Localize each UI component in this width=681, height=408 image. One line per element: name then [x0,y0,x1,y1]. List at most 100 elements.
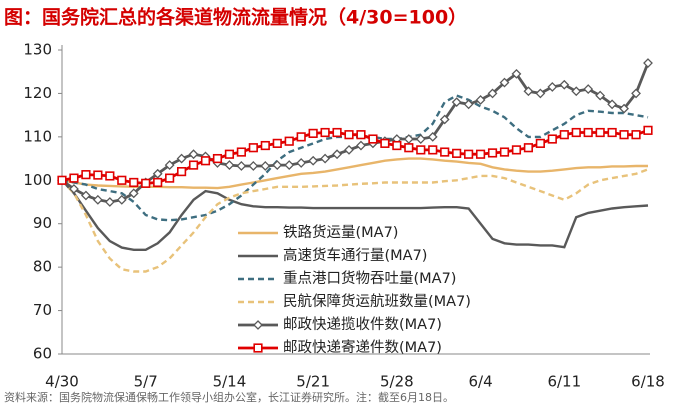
source-note: 资料来源：国务院物流保通保畅工作领导小组办公室，长江证券研究所。注：截至6月18… [4,390,454,404]
marker [463,99,474,110]
chart-title: 图：国务院汇总的各渠道物流流量情况（4/30=100） [4,6,467,29]
marker [523,143,534,153]
marker [452,148,462,158]
marker [272,138,282,148]
marker [284,136,294,146]
marker [320,153,331,164]
marker [93,170,103,180]
marker [535,138,545,148]
x-tick-label: 6/4 [469,373,493,391]
marker [176,167,187,177]
marker [571,86,582,97]
marker [428,145,438,155]
marker [332,149,342,160]
marker [583,84,594,95]
marker [403,134,414,144]
marker [284,160,295,171]
x-tick-label: 5/21 [296,373,330,391]
marker [104,197,115,207]
marker [296,157,307,168]
marker [356,140,366,151]
marker [332,127,342,138]
x-tick-label: 5/7 [134,373,158,391]
marker [559,79,570,90]
legend-label: 邮政快递寄递件数(MA7) [283,338,442,356]
marker [200,156,211,166]
marker [296,132,306,142]
marker [380,138,390,148]
marker [308,155,319,166]
series-line [61,179,649,251]
marker [81,170,91,180]
marker [164,160,175,171]
marker [236,147,246,157]
marker [559,130,569,140]
marker [356,130,366,140]
y-tick-label: 130 [23,41,52,59]
marker [368,134,378,144]
marker [595,90,606,101]
legend-label: 重点港口货物吞吐量(MA7) [283,270,456,287]
marker [69,173,79,183]
marker [643,58,653,68]
marker [129,177,139,188]
marker [499,77,510,88]
marker [248,161,259,171]
legend-label: 铁路货运量(MA7) [283,224,398,241]
x-tick-label: 4/30 [45,373,79,391]
marker [105,171,115,181]
y-tick-label: 120 [23,84,52,102]
marker [583,127,593,138]
marker [165,173,175,183]
marker [128,188,139,199]
marker [117,175,127,185]
marker [153,177,163,188]
marker [487,88,498,99]
marker [464,149,474,159]
marker [344,144,354,155]
marker [511,68,522,79]
marker [188,160,199,170]
marker [141,178,151,188]
legend-label: 高速货车通行量(MA7) [283,247,427,264]
marker [152,168,163,179]
x-tick-label: 6/11 [547,373,581,391]
marker [607,99,618,110]
marker [320,127,330,138]
x-tick-label: 5/28 [380,373,414,391]
marker [236,161,247,171]
marker [415,134,426,144]
series-line [61,168,649,273]
marker [80,190,91,201]
marker [308,128,318,138]
marker [416,145,426,155]
y-tick-label: 110 [23,127,52,145]
marker [619,130,629,140]
marker [57,175,67,185]
marker [619,103,630,114]
legend-marker [253,320,263,330]
y-tick-label: 80 [33,258,52,276]
marker [499,147,510,157]
marker [224,160,235,171]
y-tick-label: 70 [33,301,52,319]
legend-marker [253,343,263,353]
y-tick-label: 60 [33,345,52,363]
marker [511,145,522,155]
marker [92,194,103,205]
marker [439,114,450,125]
marker [248,143,258,153]
marker [272,160,283,171]
marker [535,88,546,99]
marker [595,127,605,138]
marker [260,161,271,171]
marker [116,194,127,205]
marker [260,140,270,151]
marker [523,86,534,97]
marker [69,184,79,194]
marker [475,95,486,105]
marker [212,153,223,164]
marker [344,130,354,140]
marker [631,88,641,99]
